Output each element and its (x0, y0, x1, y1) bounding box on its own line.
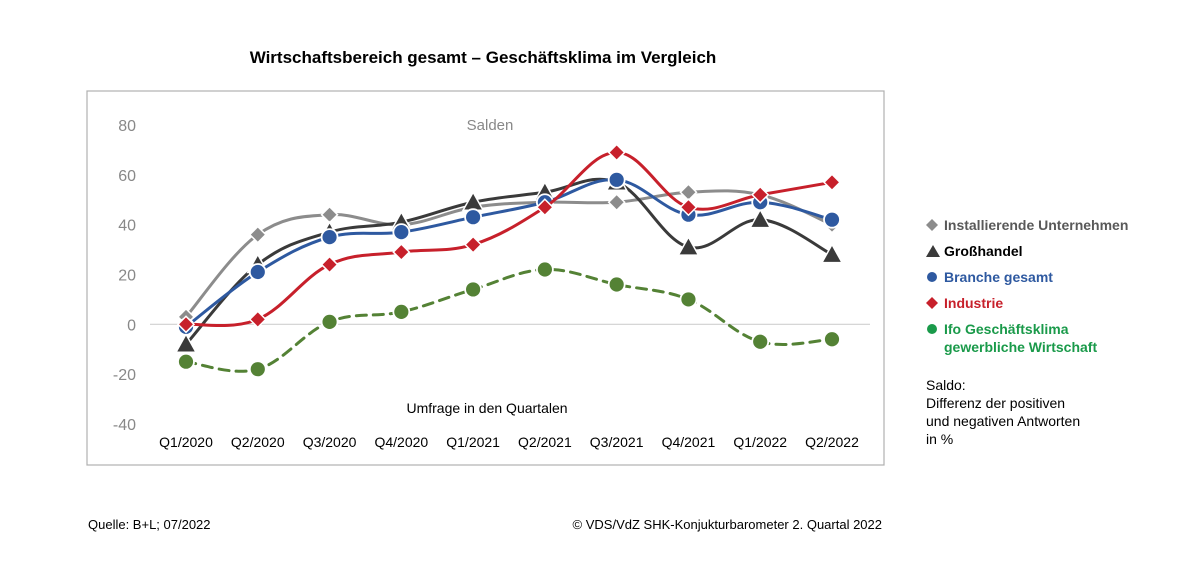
x-tick-label: Q4/2020 (374, 434, 428, 450)
series-1-point (174, 332, 198, 354)
series-2-point (392, 223, 411, 242)
series-1-point (677, 235, 700, 256)
series-4-point (679, 290, 698, 309)
series-4-point (464, 280, 483, 299)
chart-layer: 80 60 40 20 0 -20 -40 Q1/2020 Q2/2020 Q3/2020 Q4/2… (113, 118, 870, 450)
series-2-line (184, 178, 834, 329)
series-2-point (248, 263, 267, 281)
chart-title: Wirtschaftsbereich gesamt – Geschäftskli… (249, 48, 717, 67)
x-tick-label: Q2/2020 (231, 434, 285, 450)
series-2-point (320, 228, 339, 247)
series-3-point (320, 255, 339, 274)
x-tick-label: Q2/2021 (518, 434, 572, 450)
series-3-point (751, 185, 770, 204)
legend-item: Ifo Geschäftsklima gewerbliche Wirtschaf… (926, 320, 1128, 356)
series-3-line (184, 150, 834, 328)
series-4-point (320, 312, 339, 331)
series-3-point (535, 198, 554, 217)
series-1-line (184, 177, 834, 346)
series-0-line (184, 189, 834, 319)
series-2-point (607, 170, 626, 189)
y-tick-label: -40 (113, 417, 136, 434)
series-3-point (176, 315, 196, 334)
series-4-point (751, 332, 770, 351)
series-0-point (607, 193, 626, 212)
source-footer: Quelle: B+L; 07/2022 (88, 517, 211, 532)
legend-item: Großhandel (926, 242, 1128, 260)
legend-circle-icon (926, 268, 944, 286)
series-4-point (248, 360, 267, 379)
series-4-line (184, 268, 834, 373)
series-3-point (607, 143, 626, 162)
series-2-point (823, 210, 841, 229)
legend-diamond-icon (926, 294, 944, 312)
x-tick-label: Q4/2021 (662, 434, 716, 450)
series-3-point (822, 173, 842, 192)
y-tick-label: 0 (127, 317, 136, 334)
series-4-point (823, 330, 841, 349)
series-3-point (679, 198, 698, 217)
legend-label: Branche gesamt (944, 269, 1053, 285)
legend-item: Branche gesamt (926, 268, 1128, 286)
y-tick-label: 60 (118, 168, 136, 185)
series-0-point (248, 225, 267, 244)
legend-triangle-icon (926, 242, 944, 260)
series-4-point (392, 302, 411, 321)
x-tick-label: Q1/2022 (733, 434, 787, 450)
series-1-point (748, 208, 772, 229)
series-1-point (820, 243, 844, 264)
legend-label: Großhandel (944, 243, 1023, 259)
legend-label: Ifo Geschäftsklima gewerbliche Wirtschaf… (944, 321, 1098, 355)
legend-item: Installierende Unternehmen (926, 216, 1128, 234)
series-4-point (535, 260, 554, 279)
legend-item: Industrie (926, 294, 1128, 312)
series-4-point (177, 352, 195, 371)
x-tick-label: Q2/2022 (805, 434, 859, 450)
x-tick-label: Q3/2021 (590, 434, 644, 450)
plot-frame (86, 90, 885, 466)
x-tick-label: Q1/2021 (446, 434, 500, 450)
x-tick-label: Q1/2020 (159, 434, 213, 450)
saldo-note: Saldo: Differenz der positiven und negat… (926, 377, 1081, 447)
legend-label: Industrie (944, 295, 1004, 311)
x-axis-label: Umfrage in den Quartalen (406, 400, 567, 416)
legend: Installierende Unternehmen Großhandel Bran… (926, 216, 1128, 364)
x-tick-label: Q3/2020 (303, 434, 357, 450)
chart-subtitle: Salden (467, 117, 514, 134)
y-tick-label: 80 (118, 118, 136, 135)
series-4-point (607, 275, 626, 294)
series-2-point (464, 208, 483, 227)
copyright-footer: © VDS/VdZ SHK-Konjukturbarometer 2. Quar… (572, 517, 882, 532)
series-3-point (248, 310, 267, 329)
legend-label: Installierende Unternehmen (944, 217, 1129, 233)
series-3-point (392, 243, 411, 262)
y-tick-label: 20 (118, 268, 136, 285)
y-tick-label: -20 (113, 367, 136, 384)
series-3-point (464, 235, 483, 254)
legend-diamond-icon (926, 216, 944, 234)
y-tick-label: 40 (118, 218, 136, 235)
legend-circle-icon (926, 320, 944, 338)
